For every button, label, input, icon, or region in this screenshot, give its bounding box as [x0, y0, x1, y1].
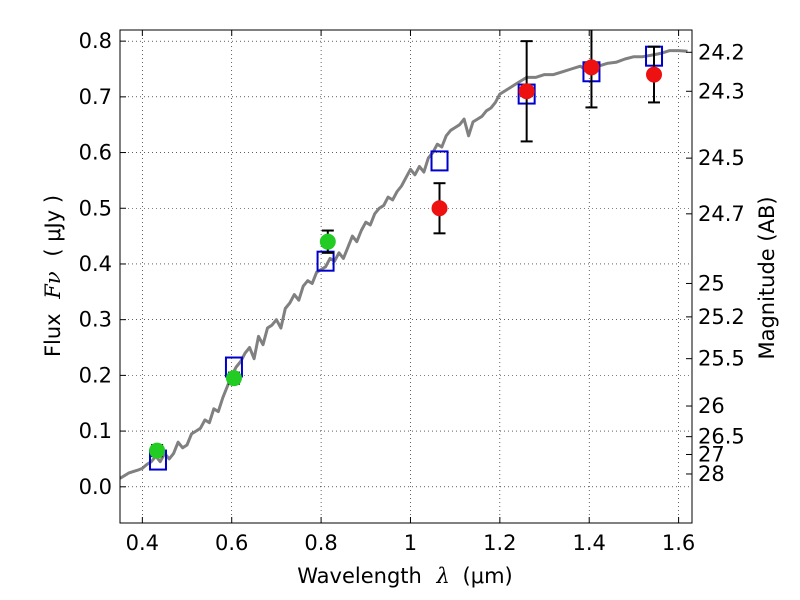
y2-tick-label: 25.2: [698, 305, 745, 329]
x-axis-title: Wavelength λ (μm): [297, 564, 512, 588]
model-spectrum-line: [120, 49, 688, 480]
observed-point-green: [149, 442, 166, 459]
y-axis-title-unit: ( μJy ): [41, 195, 65, 257]
observed-point-green: [225, 370, 242, 387]
grid: [120, 30, 692, 523]
plot-frame: [119, 29, 693, 524]
observed-point-red: [518, 83, 535, 100]
y2-tick-label: 26.5: [698, 425, 745, 449]
y2-tick-label: 24.7: [698, 202, 745, 226]
x-tick-label: 1.6: [662, 531, 695, 555]
observed-point-red: [646, 66, 663, 83]
y2-tick-label: 24.5: [698, 146, 745, 170]
y-tick-label: 0.3: [79, 308, 112, 332]
y-tick-label: 0.7: [79, 85, 112, 109]
x-axis-title-unit: (μm): [463, 564, 513, 588]
y-axis-title-prefix: Flux: [41, 313, 65, 357]
y2-axis-title: Magnitude (AB): [755, 196, 779, 359]
x-tick-label: 1: [404, 531, 417, 555]
observed-point-green: [319, 233, 336, 250]
x-tick-label: 1.2: [483, 531, 516, 555]
y-tick-label: 0.6: [79, 141, 112, 165]
x-axis-title-symbol: λ: [436, 564, 450, 588]
x-tick-label: 0.8: [304, 531, 337, 555]
y-tick-label: 0.0: [79, 475, 112, 499]
observed-point-red: [431, 200, 448, 217]
x-tick-label: 0.6: [215, 531, 248, 555]
y-tick-label: 0.1: [79, 419, 112, 443]
y2-tick-label: 25.5: [698, 347, 745, 371]
y2-tick-label: 25: [698, 271, 725, 295]
x-axis-title-prefix: Wavelength: [297, 564, 422, 588]
x-tick-label: 0.4: [126, 531, 159, 555]
y-axis-title-symbol: Fν: [41, 271, 65, 300]
x-axis: 0.4 0.6 0.8 1 1.2 1.4 1.6: [126, 30, 695, 555]
y-tick-label: 0.2: [79, 363, 112, 387]
model-flux-square: [430, 150, 449, 172]
y2-tick-label: 26: [698, 394, 725, 418]
y2-tick-label: 24.2: [698, 40, 745, 64]
y-tick-label: 0.4: [79, 252, 112, 276]
model-flux-square: [316, 250, 335, 272]
y-axis-title: Flux Fν ( μJy ): [41, 195, 65, 357]
y-axis: 0.0 0.1 0.2 0.3 0.4 0.5 0.6 0.7 0.8: [79, 29, 126, 499]
x-tick-label: 1.4: [573, 531, 606, 555]
plot-area: [120, 30, 688, 480]
y2-tick-label: 24.3: [698, 79, 745, 103]
observed-point-red: [583, 59, 600, 76]
y2-tick-label: 28: [698, 462, 725, 486]
y-tick-label: 0.8: [79, 29, 112, 53]
y-tick-label: 0.5: [79, 196, 112, 220]
y2-tick-label: 27: [698, 442, 725, 466]
